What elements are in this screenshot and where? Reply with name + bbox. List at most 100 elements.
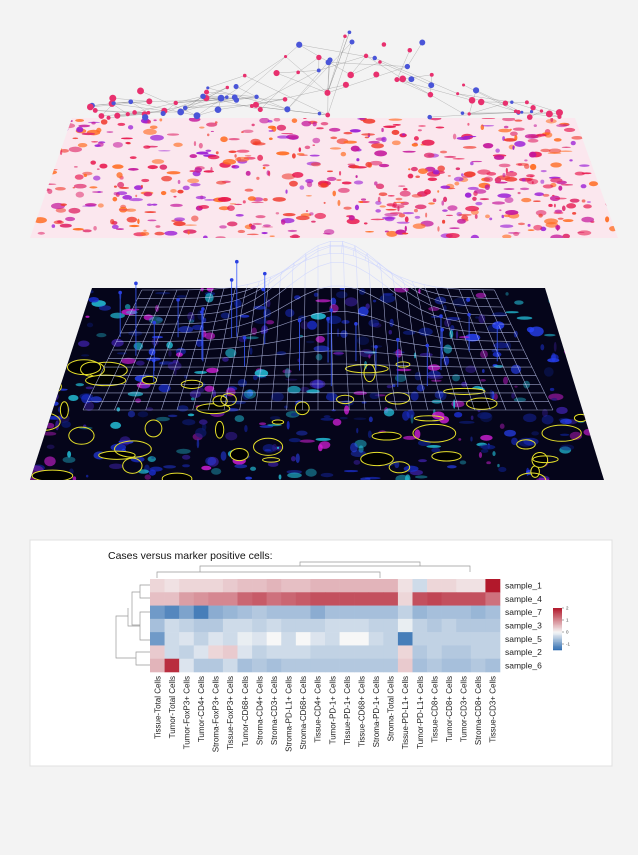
texture-blob	[68, 395, 78, 401]
texture-blob	[543, 184, 554, 188]
network-node	[427, 115, 432, 120]
texture-blob	[341, 152, 346, 157]
heatmap-cell	[325, 592, 340, 606]
tissue-outline	[272, 420, 283, 424]
texture-blob	[276, 212, 279, 214]
tissue-outline	[230, 449, 248, 461]
network-graph	[87, 30, 563, 120]
texture-blob	[408, 168, 410, 170]
texture-blob	[201, 466, 211, 470]
texture-blob	[28, 175, 33, 180]
texture-blob	[355, 175, 357, 178]
heatmap-cell	[427, 592, 442, 606]
texture-blob	[99, 305, 111, 310]
texture-blob	[397, 206, 399, 211]
texture-blob	[500, 424, 505, 429]
texture-blob	[276, 151, 289, 155]
heatmap-cell	[267, 645, 282, 659]
texture-blob	[82, 205, 96, 206]
texture-blob	[36, 401, 51, 410]
texture-blob	[301, 121, 311, 127]
texture-blob	[342, 181, 352, 184]
texture-blob	[562, 147, 571, 148]
texture-blob	[609, 226, 617, 231]
texture-blob	[589, 181, 598, 186]
texture-blob	[558, 186, 562, 191]
heatmap-cell	[442, 619, 457, 633]
texture-blob	[66, 120, 73, 122]
texture-blob	[138, 411, 149, 417]
texture-blob	[51, 150, 54, 153]
texture-blob	[524, 164, 529, 169]
heatmap-cell	[340, 632, 355, 646]
texture-blob	[492, 349, 499, 353]
texture-blob	[592, 290, 599, 294]
column-label: Stroma-Total Cells	[387, 676, 396, 741]
texture-blob	[448, 175, 451, 177]
texture-blob	[268, 126, 276, 129]
texture-blob	[143, 230, 146, 232]
heatmap-cell	[296, 606, 311, 620]
texture-blob	[412, 143, 418, 147]
column-label: Tumor-CD8+ Cells	[445, 676, 454, 742]
texture-blob	[570, 199, 580, 203]
heatmap-cell	[369, 632, 384, 646]
texture-blob	[89, 186, 97, 188]
texture-blob	[598, 306, 602, 313]
heatmap-cell	[354, 592, 369, 606]
network-node	[462, 83, 465, 86]
texture-blob	[359, 288, 365, 294]
texture-blob	[330, 137, 337, 140]
chart-title: Cases versus marker positive cells:	[108, 550, 273, 562]
texture-blob	[272, 444, 277, 452]
heatmap-cell	[442, 606, 457, 620]
texture-blob	[348, 165, 359, 168]
texture-blob	[128, 308, 139, 310]
texture-blob	[442, 209, 448, 211]
spike-head	[230, 278, 234, 282]
texture-blob	[141, 185, 143, 188]
heatmap-cell	[325, 632, 340, 646]
texture-blob	[78, 125, 90, 128]
network-node	[253, 102, 259, 108]
texture-blob	[38, 232, 45, 235]
texture-blob	[196, 196, 206, 199]
texture-blob	[374, 181, 378, 185]
row-label: sample_6	[505, 660, 542, 670]
heatmap-cell	[442, 592, 457, 606]
texture-blob	[480, 379, 486, 382]
texture-blob	[486, 461, 491, 464]
texture-blob	[575, 319, 583, 323]
texture-blob	[562, 289, 567, 297]
texture-blob	[424, 189, 431, 194]
heatmap-cell	[340, 619, 355, 633]
texture-blob	[548, 296, 552, 304]
texture-blob	[246, 171, 251, 176]
texture-blob	[183, 186, 190, 191]
texture-blob	[517, 316, 533, 319]
heatmap-cell	[398, 579, 413, 593]
heatmap-cell	[150, 619, 165, 633]
texture-blob	[340, 417, 348, 419]
heatmap-cell	[281, 645, 296, 659]
texture-blob	[251, 202, 264, 203]
texture-blob	[526, 174, 535, 177]
row-label: sample_1	[505, 581, 542, 591]
texture-blob	[73, 476, 77, 480]
texture-blob	[143, 129, 157, 135]
texture-blob	[580, 130, 586, 132]
texture-blob	[57, 220, 62, 223]
network-node	[161, 111, 166, 116]
network-node	[525, 100, 529, 104]
texture-blob	[363, 119, 375, 124]
texture-blob	[47, 189, 52, 194]
texture-blob	[555, 198, 567, 200]
texture-blob	[48, 165, 53, 171]
texture-blob	[582, 124, 587, 126]
texture-blob	[389, 330, 392, 334]
texture-blob	[605, 200, 610, 206]
texture-blob	[152, 204, 158, 206]
texture-blob	[381, 128, 384, 132]
texture-blob	[321, 122, 329, 125]
heatmap-cell	[208, 619, 223, 633]
